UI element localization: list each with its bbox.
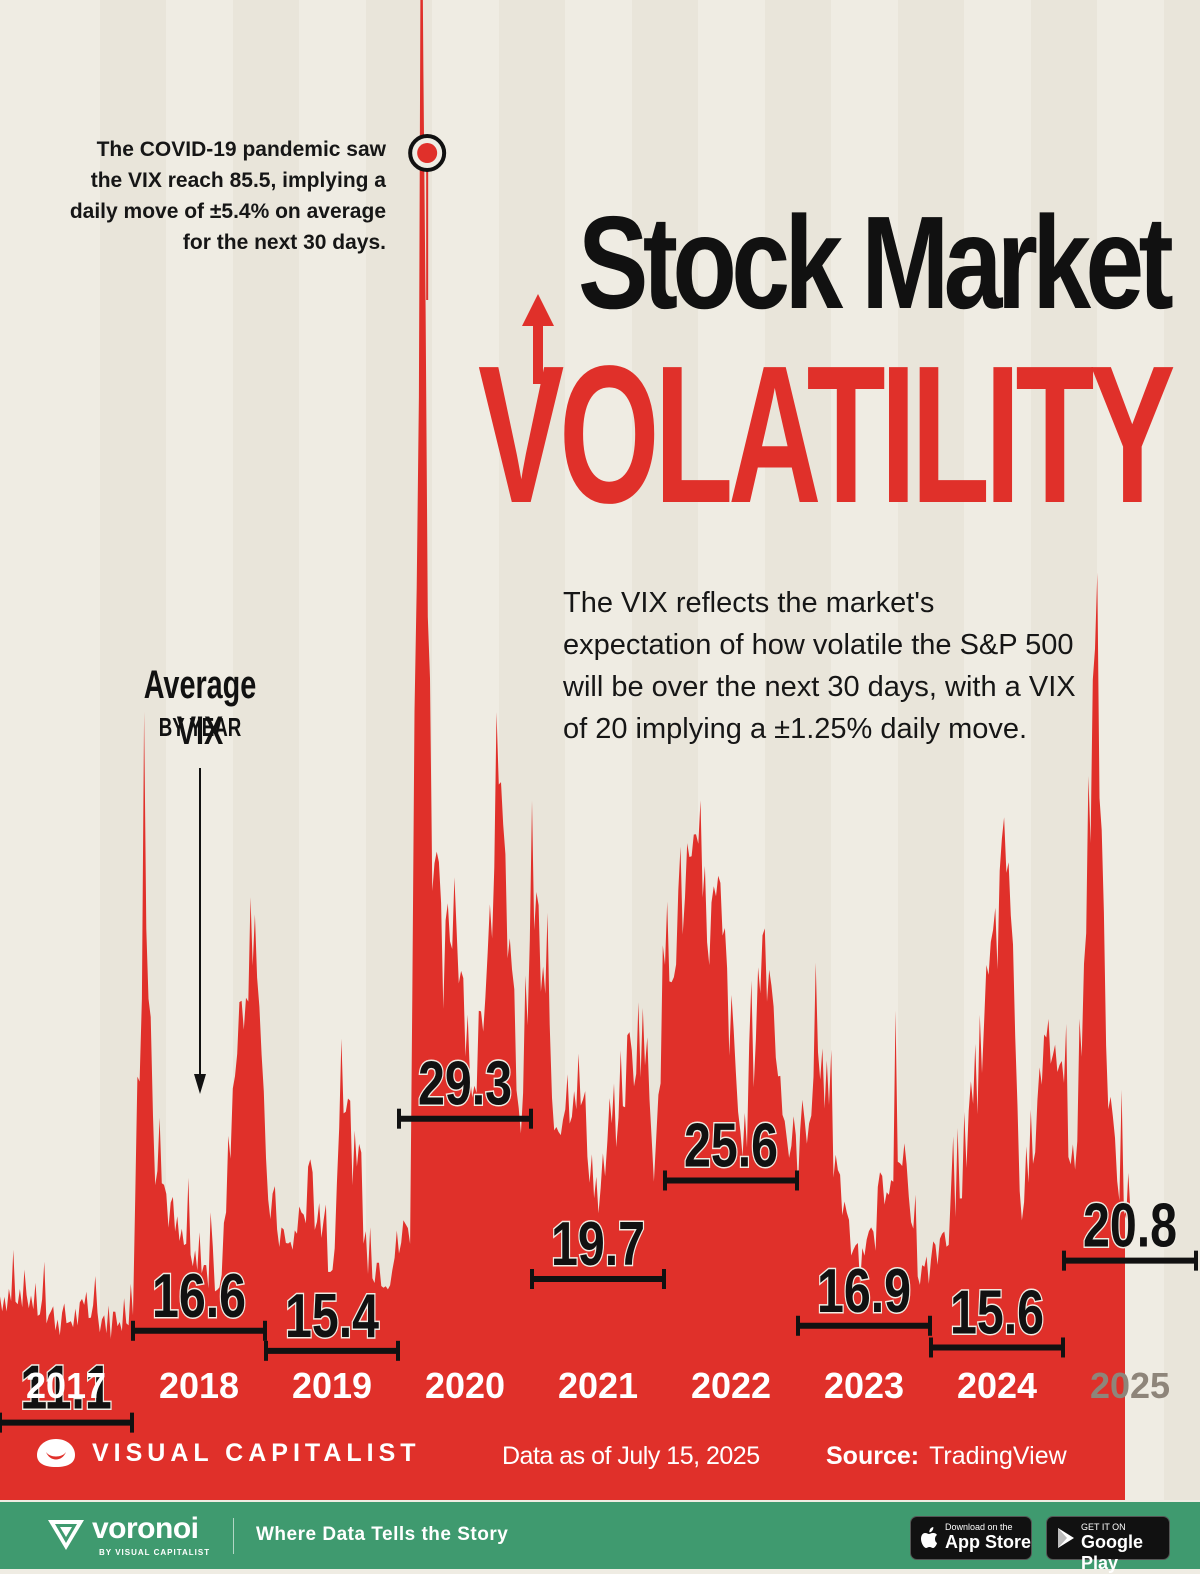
brand-name: VISUAL CAPITALIST xyxy=(92,1438,421,1467)
covid-annotation: The COVID-19 pandemic saw the VIX reach … xyxy=(69,138,386,254)
voronoi-name: voronoi xyxy=(92,1512,199,1545)
data-source: Source: TradingView xyxy=(826,1442,1067,1471)
visual-capitalist-brand: VISUAL CAPITALIST xyxy=(34,1436,421,1470)
down-arrow-icon xyxy=(194,768,206,1094)
app-store-button[interactable]: Download on the App Store xyxy=(910,1516,1032,1560)
up-arrow-icon xyxy=(522,294,554,384)
avg-value-label-2018: 16.6 xyxy=(152,1261,246,1330)
x-tick-label-2022: 2022 xyxy=(691,1365,771,1406)
x-tick-label-2019: 2019 xyxy=(292,1365,372,1406)
data-date: Data as of July 15, 2025 xyxy=(502,1442,760,1470)
appstore-big-text: App Store xyxy=(945,1532,1032,1552)
x-tick-label-2021: 2021 xyxy=(558,1365,638,1406)
x-tick-label-2025: 2025 xyxy=(1090,1365,1170,1406)
title-line-2: VOLATILITY xyxy=(478,325,1175,544)
avg-value-label-2022: 25.6 xyxy=(684,1111,778,1180)
vix-explanation: The VIX reflects the market's expectatio… xyxy=(563,587,1076,745)
vix-chart: 11.1 16.6 15.4 29.3 19.7 25.6 16.9 15.6 20.8 2017… xyxy=(0,0,1198,1500)
googleplay-big-text: Google Play xyxy=(1081,1532,1143,1573)
covid-peak-marker-dot xyxy=(417,143,438,163)
x-tick-label-2023: 2023 xyxy=(824,1365,904,1406)
tagline: Where Data Tells the Story xyxy=(256,1524,509,1545)
legend-title: Average VIX xyxy=(143,663,257,753)
source-value: TradingView xyxy=(929,1442,1067,1470)
avg-value-label-2025: 20.8 xyxy=(1083,1191,1177,1260)
legend-subtitle: BY YEAR xyxy=(158,712,242,742)
voronoi-logo-icon xyxy=(48,1520,84,1550)
avg-value-label-2024: 15.6 xyxy=(950,1278,1044,1347)
avg-value-label-2021: 19.7 xyxy=(551,1209,645,1278)
avg-value-label-2020: 29.3 xyxy=(418,1049,512,1118)
appstore-small-text: Download on the xyxy=(945,1522,1013,1532)
visual-capitalist-logo-icon xyxy=(37,1439,75,1467)
footer-divider xyxy=(233,1518,234,1554)
x-tick-label-2017: 2017 xyxy=(26,1365,106,1406)
x-tick-label-2024: 2024 xyxy=(957,1365,1037,1406)
google-play-button[interactable]: GET IT ON Google Play xyxy=(1046,1516,1170,1573)
avg-value-label-2019: 15.4 xyxy=(285,1281,379,1350)
background-stripe xyxy=(1164,0,1200,1500)
googleplay-small-text: GET IT ON xyxy=(1081,1522,1126,1532)
x-tick-label-2018: 2018 xyxy=(159,1365,239,1406)
source-label: Source: xyxy=(826,1442,920,1470)
x-tick-label-2020: 2020 xyxy=(425,1365,505,1406)
avg-value-label-2023: 16.9 xyxy=(817,1256,911,1325)
google-play-icon xyxy=(1058,1528,1074,1548)
voronoi-by-line: BY VISUAL CAPITALIST xyxy=(99,1548,211,1557)
apple-icon xyxy=(921,1527,937,1548)
avg-value-label-2017: 11.1 xyxy=(20,1353,111,1422)
title-line-1: Stock Market xyxy=(578,189,1174,336)
voronoi-footer-bar: voronoi BY VISUAL CAPITALIST Where Data … xyxy=(0,1502,1200,1573)
